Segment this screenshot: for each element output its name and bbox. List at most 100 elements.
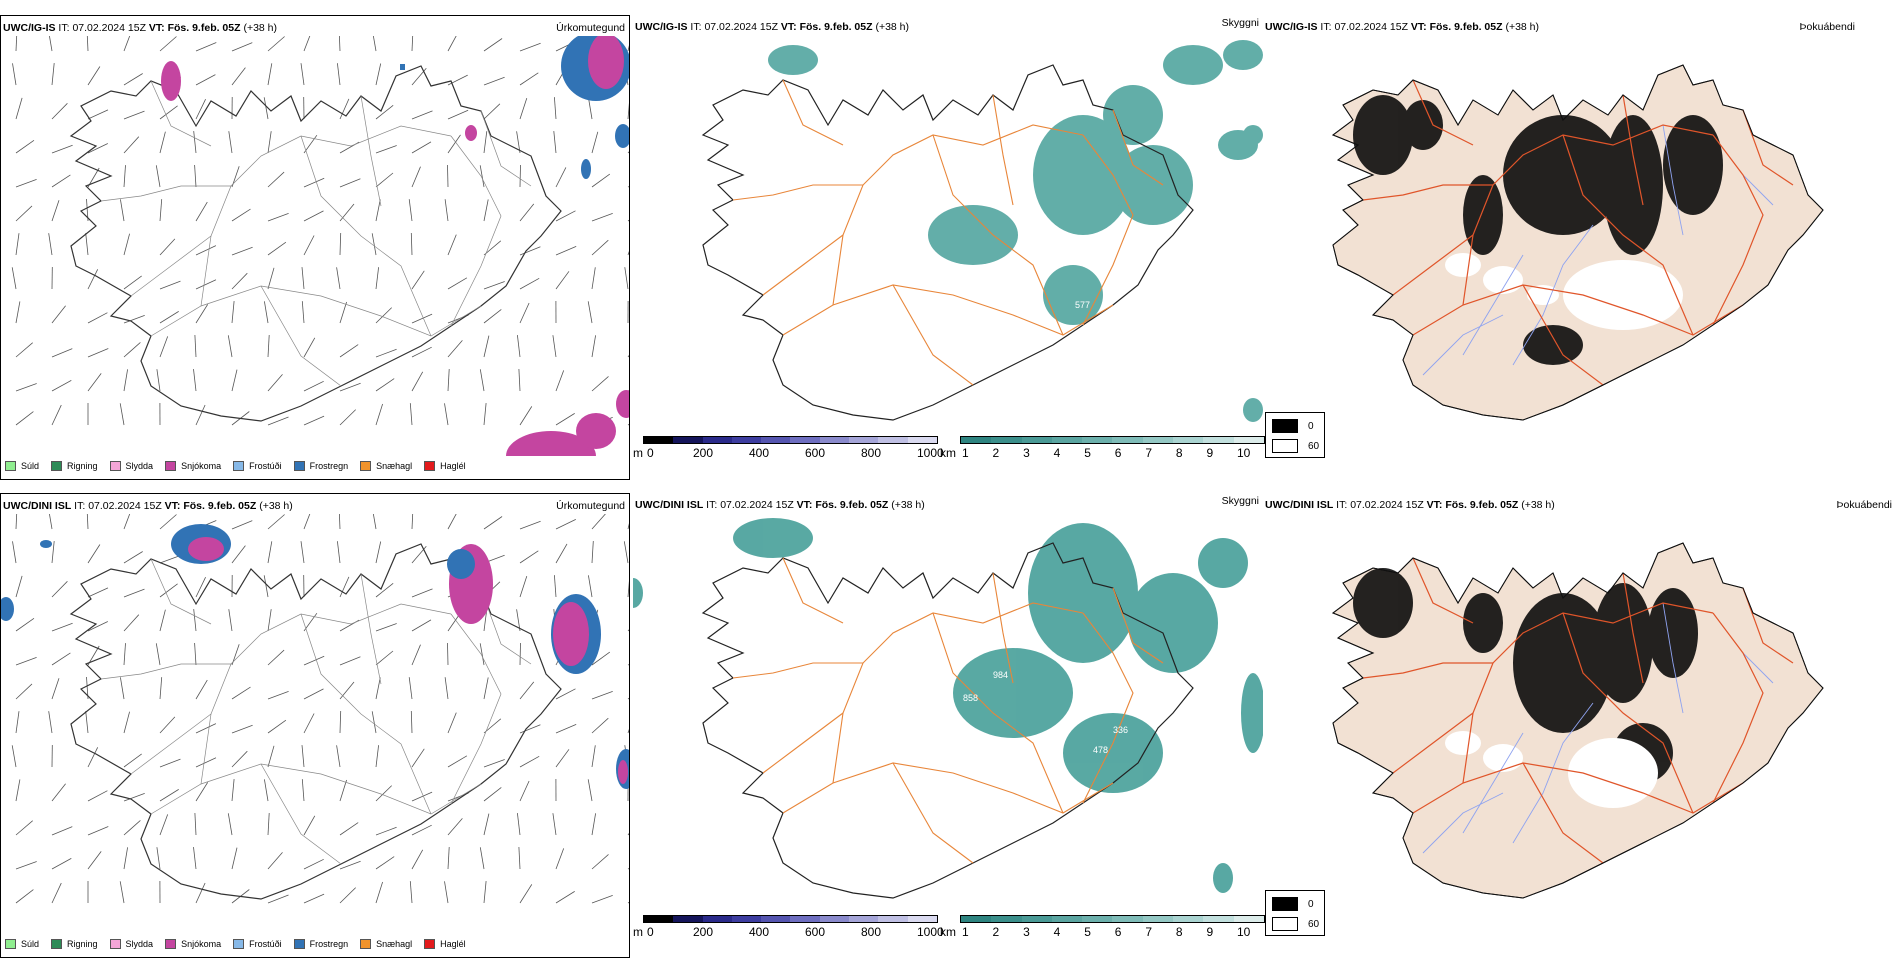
visibility-colorbar (960, 436, 1265, 444)
fog-indicator-map (1263, 35, 1900, 435)
panel-fog-indicator-bottom: UWC/DINI ISL IT: 07.02.2024 15Z VT: Fös.… (1263, 493, 1900, 958)
legend-swatch (5, 461, 16, 471)
visibility-tick: 3 (1023, 446, 1030, 460)
panel-parameter-label: Úrkomutegund (556, 22, 625, 34)
legend-label: Súld (21, 461, 39, 471)
legend-label: Frostregn (310, 939, 349, 949)
panel-parameter-label: Skyggni (1222, 495, 1259, 507)
iceland-outline (71, 66, 561, 421)
visibility-tick: 7 (1145, 446, 1152, 460)
legend-item: Frostúði (233, 461, 282, 471)
legend-swatch (360, 461, 371, 471)
legend-swatch (110, 461, 121, 471)
elevation-tick: 400 (749, 446, 769, 460)
panel-visibility-bottom: UWC/DINI ISL IT: 07.02.2024 15Z VT: Fös.… (633, 493, 1263, 958)
precip-type-legend: Súld Rigning Slydda Snjókoma Frostúði Frostre… (5, 939, 466, 949)
legend-swatch (360, 939, 371, 949)
panel-title: UWC/IG-IS IT: 07.02.2024 15Z VT: Fös. 9.… (635, 21, 909, 33)
visibility-tick: 8 (1176, 446, 1183, 460)
legend-label: Haglél (440, 939, 466, 949)
legend-label: Snjókoma (181, 461, 221, 471)
precip-areas (161, 36, 630, 456)
legend-swatch (165, 461, 176, 471)
elevation-colorbar (643, 436, 938, 444)
visibility-tick: 9 (1206, 925, 1213, 939)
legend-label: Rigning (67, 939, 98, 949)
fog-indicator-legend-bottom: 0 60 (1265, 890, 1325, 936)
svg-text:858: 858 (963, 693, 978, 703)
visibility-map: 336 478 984 858 (633, 513, 1263, 913)
legend-swatch (233, 939, 244, 949)
low-visibility-areas (768, 40, 1263, 422)
svg-text:478: 478 (1093, 745, 1108, 755)
legend-item: Súld (5, 939, 39, 949)
legend-swatch (5, 939, 16, 949)
legend-swatch (110, 939, 121, 949)
visibility-tick: 8 (1176, 925, 1183, 939)
visibility-unit: km (940, 925, 956, 939)
elevation-tick: 800 (861, 925, 881, 939)
precip-type-legend: Súld Rigning Slydda Snjókoma Frostúði Frostre… (5, 461, 466, 471)
panel-precip-type-bottom: UWC/DINI ISL IT: 07.02.2024 15Z VT: Fös.… (0, 493, 630, 958)
visibility-tick: 5 (1084, 925, 1091, 939)
visibility-tick: 9 (1206, 446, 1213, 460)
legend-item: Rigning (51, 939, 98, 949)
visibility-tick: 6 (1115, 446, 1122, 460)
legend-item: Snæhagl (360, 461, 412, 471)
visibility-tick: 3 (1023, 925, 1030, 939)
visibility-unit: km (940, 446, 956, 460)
fog-indicator-map (1263, 513, 1900, 913)
legend-swatch (165, 939, 176, 949)
visibility-tick: 10 (1237, 925, 1250, 939)
legend-label: Snæhagl (376, 461, 412, 471)
legend-swatch (51, 461, 62, 471)
legend-swatch (424, 461, 435, 471)
legend-label: Súld (21, 939, 39, 949)
svg-text:577: 577 (1075, 300, 1090, 310)
legend-label: Snæhagl (376, 939, 412, 949)
fog-indicator-legend-top: 0 60 (1265, 412, 1325, 458)
elevation-tick: 200 (693, 446, 713, 460)
panel-parameter-label: Þokuábendi (1800, 21, 1855, 33)
visibility-tick: 4 (1054, 446, 1061, 460)
legend-item: Haglél (424, 461, 466, 471)
panel-parameter-label: Skyggni (1222, 17, 1259, 29)
legend-swatch (233, 461, 244, 471)
elevation-tick: 600 (805, 925, 825, 939)
legend-label: Slydda (126, 939, 154, 949)
legend-item: Frostregn (294, 939, 349, 949)
visibility-tick: 1 (962, 446, 969, 460)
elevation-unit: m (633, 446, 643, 460)
visibility-tick: 2 (993, 446, 1000, 460)
visibility-colorbar (960, 915, 1265, 923)
legend-item: Slydda (110, 461, 154, 471)
low-visibility-areas (633, 518, 1263, 893)
legend-label: Frostúði (249, 939, 282, 949)
panel-title: UWC/DINI ISL IT: 07.02.2024 15Z VT: Fös.… (635, 499, 925, 511)
precip-type-map (1, 514, 630, 934)
legend-item: Slydda (110, 939, 154, 949)
legend-swatch (294, 461, 305, 471)
visibility-value-labels: 577 (1075, 300, 1090, 310)
legend-label: Snjókoma (181, 939, 221, 949)
elevation-tick: 400 (749, 925, 769, 939)
panel-title: UWC/IG-IS IT: 07.02.2024 15Z VT: Fös. 9.… (3, 22, 277, 34)
elevation-tick: 600 (805, 446, 825, 460)
legend-item: Rigning (51, 461, 98, 471)
elevation-tick: 200 (693, 925, 713, 939)
legend-item: Snjókoma (165, 461, 221, 471)
legend-label: Frostregn (310, 461, 349, 471)
legend-item: Snæhagl (360, 939, 412, 949)
legend-item: Frostúði (233, 939, 282, 949)
panel-fog-indicator-top: UWC/IG-IS IT: 07.02.2024 15Z VT: Fös. 9.… (1263, 15, 1900, 480)
visibility-tick: 4 (1054, 925, 1061, 939)
panel-parameter-label: Þokuábendi (1837, 499, 1892, 511)
legend-label: Haglél (440, 461, 466, 471)
visibility-tick: 2 (993, 925, 1000, 939)
elevation-colorbar (643, 915, 938, 923)
panel-title: UWC/DINI ISL IT: 07.02.2024 15Z VT: Fös.… (3, 500, 293, 512)
legend-label: Slydda (126, 461, 154, 471)
